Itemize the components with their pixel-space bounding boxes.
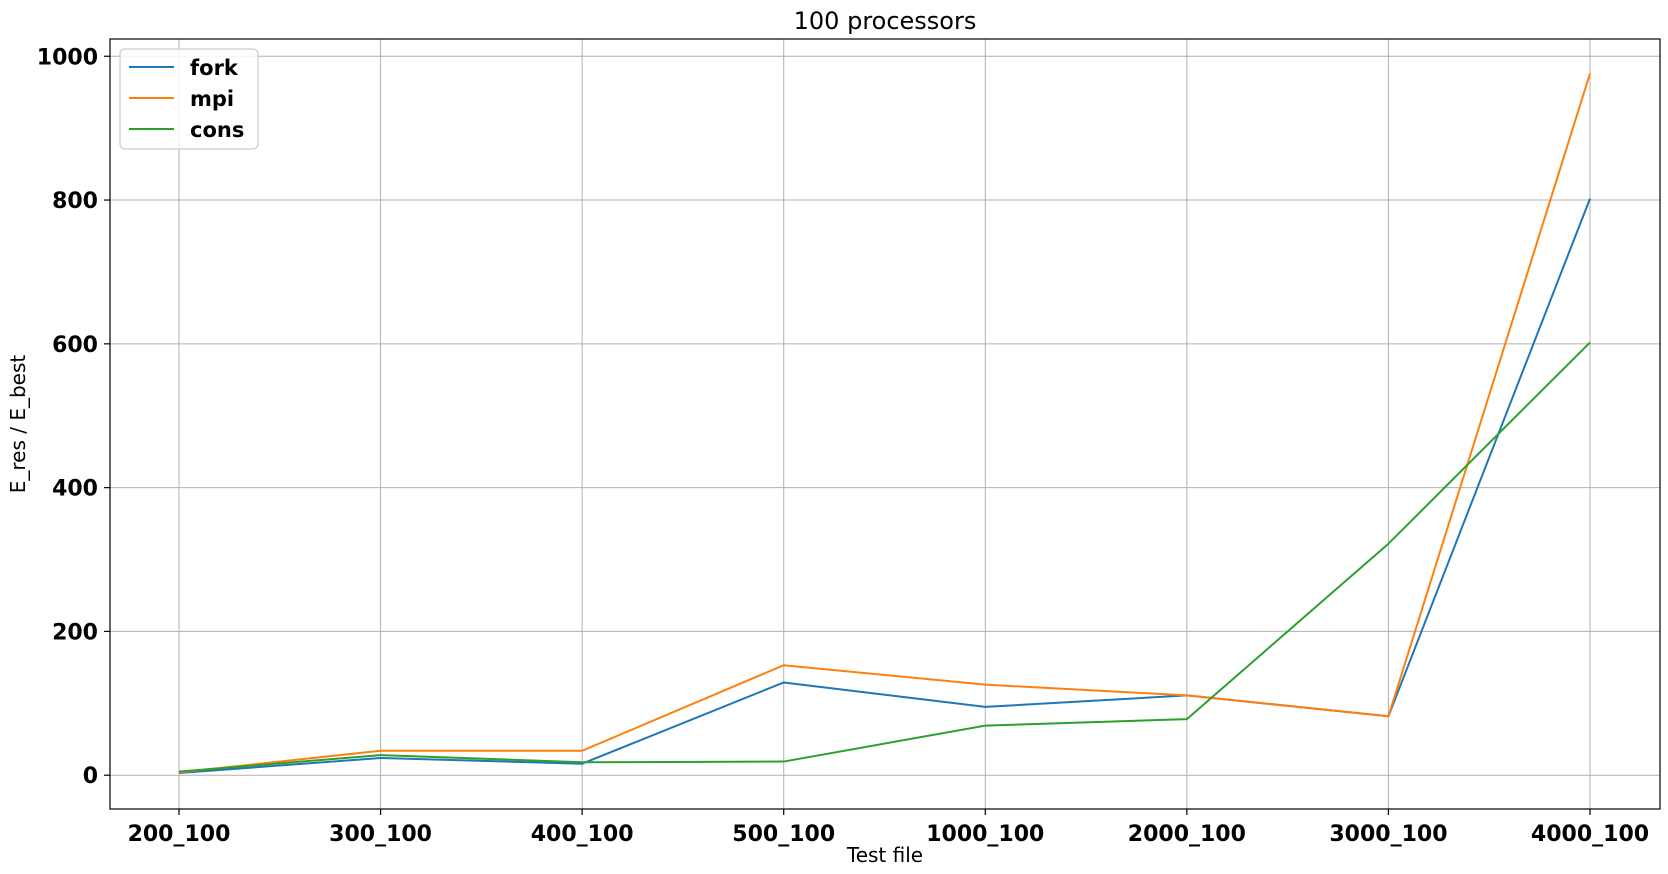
legend-label-cons: cons	[190, 118, 244, 142]
x-tick-label: 200_100	[128, 822, 231, 847]
y-tick-label: 400	[52, 477, 98, 502]
chart-title: 100 processors	[794, 7, 977, 35]
y-tick-label: 800	[52, 189, 98, 214]
x-tick-label: 2000_100	[1128, 822, 1246, 847]
y-axis-ticks: 0 200 400 600 800 1000	[37, 45, 110, 789]
legend-box	[119, 48, 259, 150]
x-axis-ticks: 200_100 300_100 400_100 500_100 1000_100 2000…	[128, 809, 1649, 847]
x-tick-label: 4000_100	[1531, 822, 1649, 847]
x-tick-label: 400_100	[531, 822, 634, 847]
series-line-cons	[178, 341, 1591, 773]
y-tick-label: 0	[83, 764, 98, 789]
series-line-mpi	[178, 73, 1591, 774]
y-tick-label: 600	[52, 333, 98, 358]
series-lines	[178, 73, 1591, 775]
y-tick-label: 1000	[37, 45, 98, 70]
grid-lines	[110, 39, 1660, 809]
legend: fork mpi cons	[119, 48, 259, 150]
plot-frame	[109, 38, 1661, 810]
legend-label-fork: fork	[190, 56, 239, 80]
legend-label-mpi: mpi	[190, 87, 234, 111]
x-axis-label: Test file	[846, 843, 923, 867]
x-tick-label: 1000_100	[926, 822, 1044, 847]
y-tick-label: 200	[52, 620, 98, 645]
x-tick-label: 500_100	[732, 822, 835, 847]
x-tick-label: 300_100	[329, 822, 432, 847]
y-axis-label: E_res / E_best	[6, 355, 30, 494]
series-line-fork	[178, 198, 1591, 775]
x-tick-label: 3000_100	[1329, 822, 1447, 847]
